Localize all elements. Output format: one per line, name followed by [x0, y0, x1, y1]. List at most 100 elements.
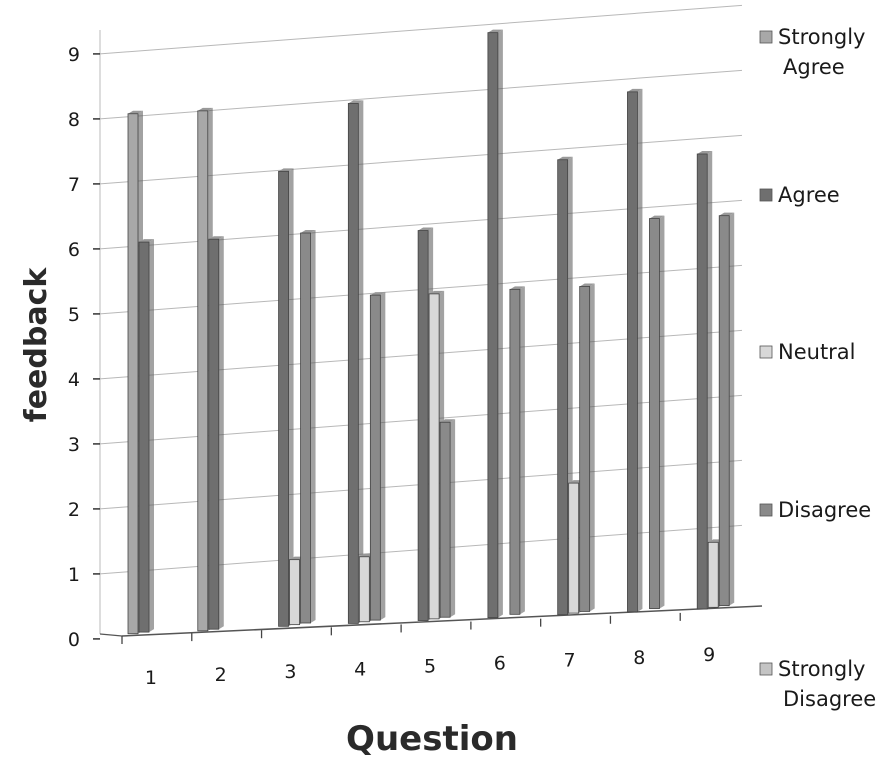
bar [428, 293, 440, 620]
legend: Strongly Agree Agree Neutral Disagree Strongl… [759, 25, 876, 711]
bar-side [149, 239, 154, 633]
y-tick-label: 1 [68, 564, 80, 586]
bar [718, 215, 730, 607]
x-tick-label: 2 [215, 664, 227, 686]
bar-side [450, 419, 456, 618]
y-tick-label: 5 [68, 304, 80, 326]
bar-side [497, 29, 503, 618]
y-tick-labels: 0 1 2 3 4 5 6 7 8 9 [68, 44, 80, 651]
bar [627, 91, 638, 613]
legend-label: Neutral [778, 340, 856, 364]
bar [417, 230, 429, 621]
legend-label: Disagree [778, 498, 871, 522]
bar-top [128, 110, 143, 114]
bar-top [509, 286, 525, 290]
legend-swatch [759, 345, 773, 359]
bar [509, 288, 521, 615]
bar-top [557, 156, 573, 160]
bar-side [637, 88, 643, 612]
x-tick-label: 5 [424, 655, 436, 677]
x-axis-line [121, 605, 763, 637]
bar [557, 159, 569, 616]
bar-top [370, 292, 386, 296]
bar-side [729, 212, 735, 606]
bar [197, 110, 209, 632]
bar-top [418, 227, 434, 231]
bar-side [659, 215, 665, 609]
legend-label: Strongly [778, 25, 866, 49]
y-tick-label: 8 [68, 109, 80, 131]
y-tick-label: 7 [68, 174, 80, 196]
x-tick-label: 7 [564, 650, 576, 672]
x-tick-label: 1 [145, 667, 157, 689]
bar-top [719, 212, 735, 216]
bar-side [519, 286, 525, 615]
bar [289, 559, 300, 626]
y-tick-label: 6 [68, 239, 80, 261]
x-tick-label: 4 [354, 658, 366, 680]
bar [579, 286, 591, 612]
bar-top [697, 150, 713, 154]
y-tick-label: 9 [68, 44, 80, 66]
floor-edge [99, 633, 123, 637]
legend-swatch [759, 30, 773, 44]
bar [568, 482, 580, 614]
gridline [99, 4, 743, 55]
y-tick-label: 3 [68, 434, 80, 456]
bar-top [627, 88, 643, 92]
y-tick-label: 2 [68, 499, 80, 521]
legend-swatch [759, 188, 773, 202]
legend-swatch [759, 662, 773, 676]
bar-top [487, 29, 503, 33]
bar [696, 153, 708, 610]
bar [707, 541, 719, 608]
bar [127, 113, 139, 635]
legend-swatch [759, 503, 773, 517]
y-axis-title: feedback [19, 267, 54, 423]
bar [369, 294, 381, 621]
x-tick-label: 9 [703, 644, 715, 666]
x-axis-title: Question [346, 719, 518, 759]
bar [208, 238, 220, 630]
bar [358, 556, 370, 623]
bar-top [429, 290, 445, 294]
bar-top [440, 419, 456, 423]
bar [347, 103, 359, 624]
legend-label: Strongly [778, 657, 866, 681]
bar [649, 218, 660, 609]
bar-top [348, 100, 364, 104]
x-tick-labels: 1 2 3 4 5 6 7 8 9 [145, 644, 715, 689]
bar-top [197, 107, 213, 111]
bar-top [579, 283, 595, 287]
x-tick-label: 3 [284, 661, 296, 683]
bar [487, 32, 499, 619]
bar-top [649, 215, 665, 219]
bar-side [310, 230, 316, 624]
x-tick-label: 8 [633, 647, 645, 669]
bar [439, 421, 451, 618]
bar-top [278, 168, 294, 172]
gridline [99, 134, 743, 185]
bar-side [218, 236, 224, 630]
axes [93, 30, 763, 644]
bars [127, 29, 735, 635]
bar [138, 241, 150, 633]
bar-top [208, 236, 224, 240]
legend-label: Disagree [783, 687, 876, 711]
legend-label: Agree [778, 183, 840, 207]
bar-top [139, 239, 154, 243]
bar-side [358, 100, 364, 624]
bar-side [589, 283, 595, 612]
y-tick-label: 0 [68, 629, 80, 651]
bar [278, 170, 289, 627]
bar [300, 232, 311, 624]
bar-side [380, 292, 386, 621]
legend-label: Agree [783, 55, 845, 79]
y-tick-label: 4 [68, 369, 80, 391]
gridline [99, 69, 743, 120]
x-tick-label: 6 [494, 653, 506, 675]
bar-top [300, 230, 316, 234]
bar-side [707, 150, 713, 609]
bar-side [288, 168, 294, 627]
